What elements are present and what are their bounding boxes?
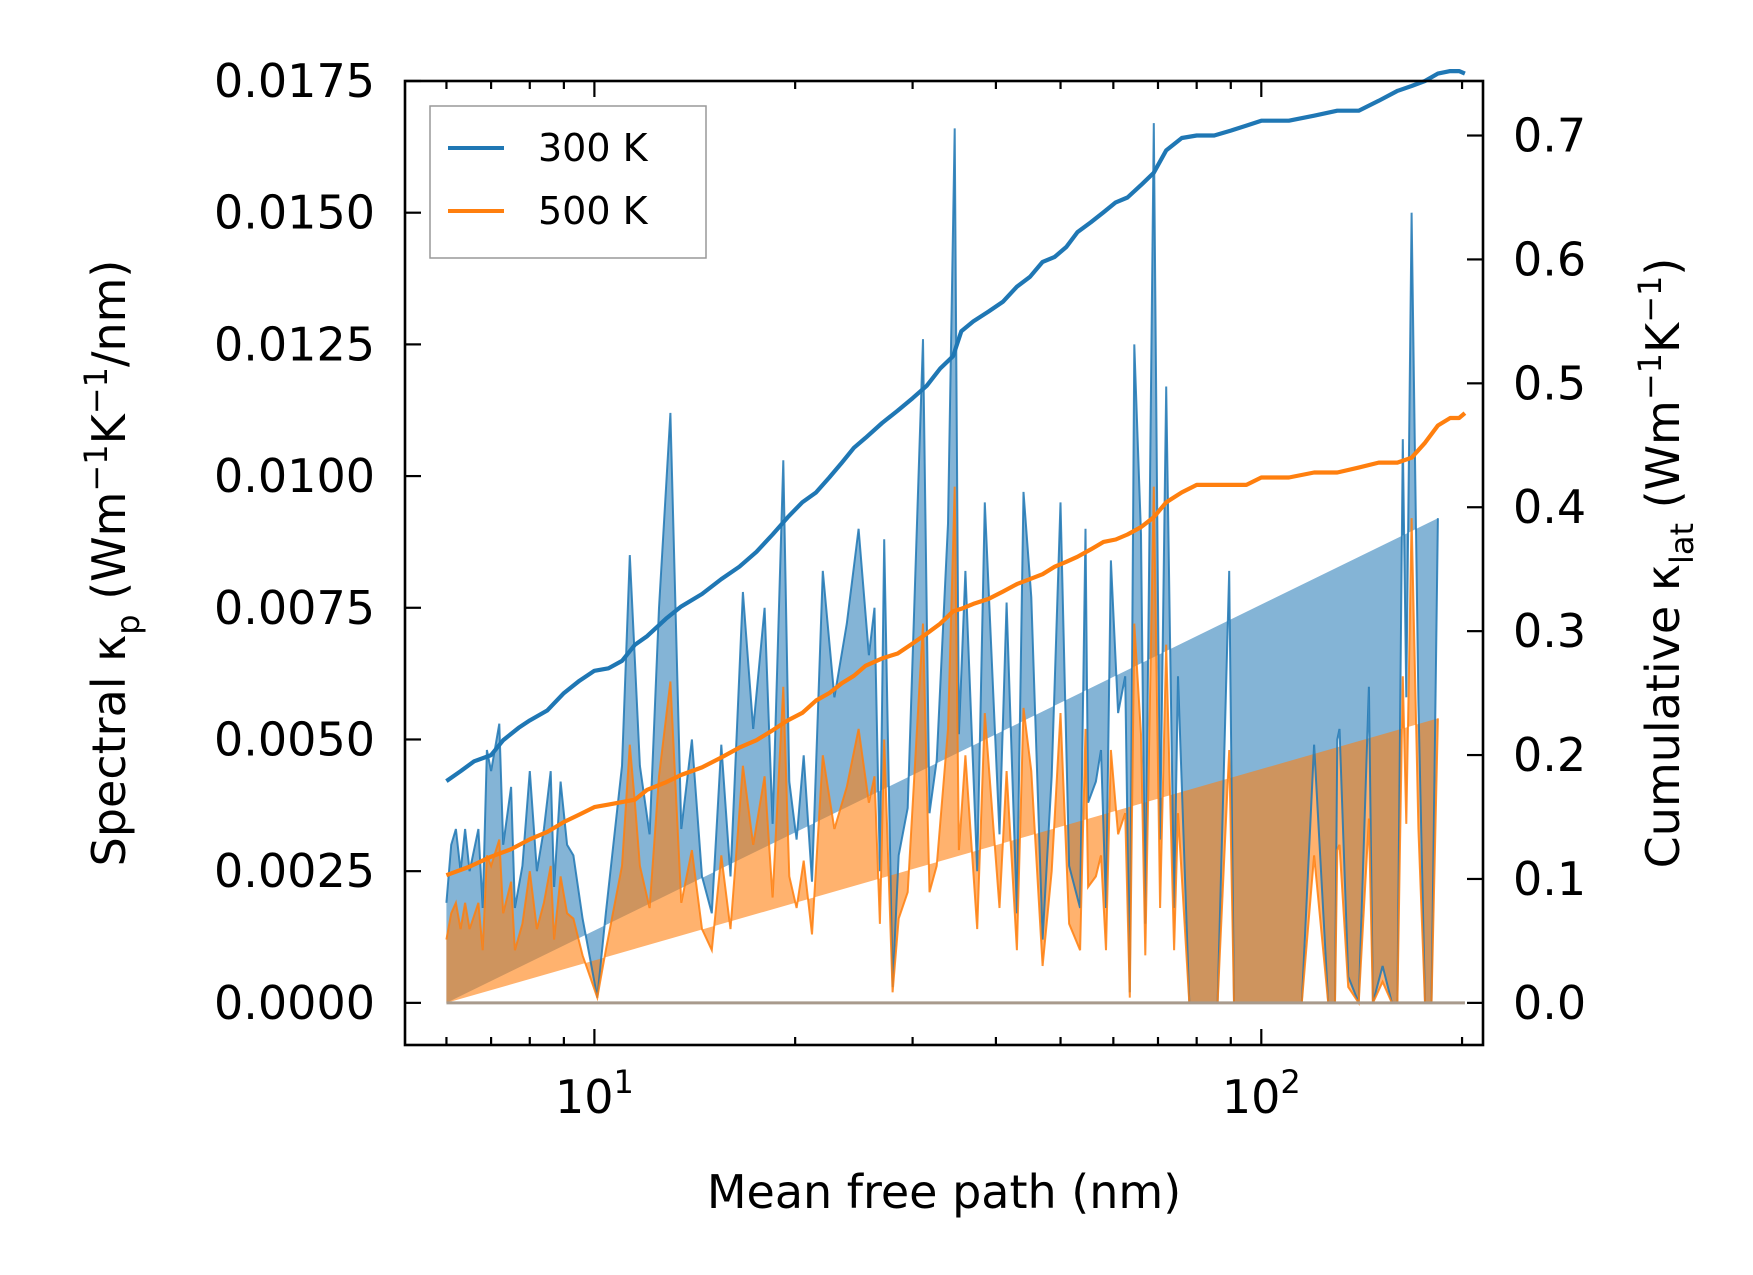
y-axis-right-title: Cumulative κlat (Wm−1K−1) [1631,258,1701,869]
spectral-lines [445,123,1465,1006]
y-right-tick-label: 0.0 [1513,976,1586,1030]
axis-tick-labels: 0.00000.00250.00500.00750.01000.01250.01… [214,54,1586,1124]
legend: 300 K 500 K [429,105,707,259]
y-right-label-main: Cumulative κ [1636,564,1690,868]
y-left-tick-label: 0.0000 [214,976,375,1030]
y-right-tick-label: 0.1 [1513,852,1586,906]
y-left-label-mid: K [82,412,136,444]
y-right-tick-label: 0.6 [1513,232,1586,286]
y-left-label-sup2: −1 [77,367,115,414]
y-right-tick-label: 0.2 [1513,728,1586,782]
x-tick-label: 101 [555,1063,634,1124]
legend-box [429,105,707,259]
y-left-tick-label: 0.0150 [214,186,375,240]
x-axis-title: Mean free path (nm) [707,1165,1181,1219]
x-tick-label: 102 [1222,1063,1301,1124]
plot-frame [403,79,1485,1047]
y-left-label-main: Spectral κ [82,635,136,867]
axis-ticks [405,79,1483,1045]
y-right-label-sup2: −1 [1631,276,1669,323]
y-left-label-sup1: −1 [77,444,115,491]
cumulative-line-500k [445,411,1467,878]
y-right-tick-label: 0.7 [1513,109,1586,163]
y-left-label-post: /nm) [82,260,136,367]
cumulative-lines [445,69,1467,878]
legend-label-300k: 300 K [538,126,649,170]
y-right-label-post: ) [1636,258,1690,276]
y-axis-left-title: Spectral κp (Wm−1K−1/nm) [77,260,147,867]
cumulative-line-300k [445,69,1466,783]
y-right-tick-label: 0.5 [1513,356,1586,410]
y-left-label-pre: (Wm [82,492,136,615]
legend-label-500k: 500 K [538,189,649,233]
y-left-tick-label: 0.0125 [214,317,375,371]
y-left-tick-label: 0.0075 [214,581,375,635]
y-left-tick-label: 0.0025 [214,844,375,898]
y-left-tick-label: 0.0050 [214,712,375,766]
y-left-tick-label: 0.0100 [214,449,375,503]
y-left-label-sub: p [109,614,147,634]
y-right-label-pre: (Wm [1636,400,1690,523]
y-right-label-mid: K [1636,321,1690,353]
y-right-tick-label: 0.4 [1513,480,1586,534]
y-right-label-sub: lat [1663,523,1701,564]
y-right-tick-label: 0.3 [1513,604,1586,658]
y-right-label-sup1: −1 [1631,353,1669,400]
y-left-tick-label: 0.0175 [214,54,375,108]
